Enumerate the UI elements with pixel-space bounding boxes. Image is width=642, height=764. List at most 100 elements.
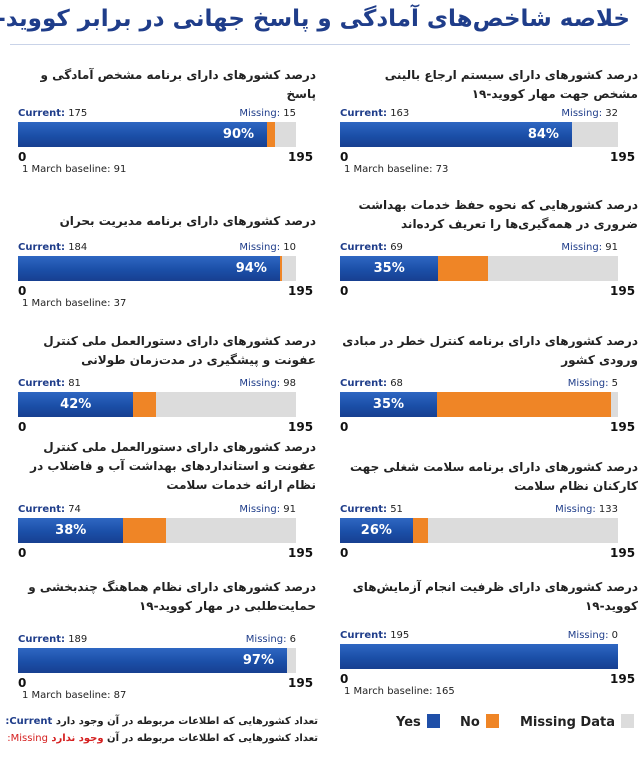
bar-segment-yes (18, 256, 281, 281)
axis-max-label: 195 (610, 672, 636, 686)
missing-label: Missing: 0 (568, 630, 618, 642)
bar-segment-no (438, 256, 489, 281)
axis-min-label: 0 (340, 420, 349, 434)
bar-segment-yes (18, 648, 288, 673)
stacked-bar: 26% (340, 518, 618, 543)
missing-label: Missing: 91 (239, 504, 296, 516)
current-value: 69 (387, 242, 403, 253)
current-label: Current: 175 (18, 108, 87, 120)
chart-title: درصد کشورهایی که نحوه حفظ خدمات بهداشت ض… (358, 198, 638, 231)
chart-title: درصد کشورهای دارای برنامه مشخص آمادگی و … (40, 68, 316, 101)
missing-label: Missing: 133 (555, 504, 618, 516)
bar-segment-no (412, 518, 429, 543)
percent-label: 84% (527, 127, 559, 142)
chart-panel-4: درصد کشورهایی که نحوه حفظ خدمات بهداشت ض… (340, 196, 638, 326)
axis-max-label: 195 (288, 420, 314, 434)
current-label: Current: 81 (18, 378, 81, 390)
missing-value: 15 (280, 108, 296, 119)
title-divider (10, 44, 630, 45)
baseline-label: 1 March baseline: 37 (22, 298, 127, 309)
chart-panel-5: درصد کشورهای دارای دستورالعمل ملی کنترل … (18, 332, 316, 462)
chart-panel-1: درصد کشورهای دارای برنامه مشخص آمادگی و … (18, 66, 316, 196)
stacked-bar: 90% (18, 122, 296, 147)
legend-missing-label: Missing Data (520, 715, 615, 730)
note-missing-text: تعداد کشورهایی که اطلاعات مربوطه در آن (103, 733, 318, 744)
chart-panel-6: درصد کشورهای دارای برنامه کنترل خطر در م… (340, 332, 638, 462)
missing-value: 5 (608, 378, 618, 389)
current-key: Current: (340, 630, 388, 641)
percent-label: 90% (222, 127, 255, 142)
bar-segment-yes (18, 392, 134, 417)
stacked-bar: 35% (340, 256, 618, 281)
chart-panel-7: درصد کشورهای دارای دستورالعمل ملی کنترل … (18, 438, 316, 568)
missing-label: Missing: 10 (239, 242, 296, 254)
axis-min-label: 0 (18, 546, 27, 560)
chart-title: درصد کشورهای دارای دستورالعمل ملی کنترل … (30, 440, 316, 492)
current-label: Current: 69 (340, 242, 403, 254)
bar-segment-yes (340, 518, 413, 543)
baseline-label: 1 March baseline: 91 (22, 164, 127, 175)
missing-value: 133 (595, 504, 618, 515)
stacked-bar: 84% (340, 122, 618, 147)
missing-value: 98 (280, 378, 296, 389)
chart-title: درصد کشورهای دارای برنامه سلامت شغلی جهت… (349, 460, 638, 493)
missing-key: Missing: (567, 378, 609, 389)
legend-yes-swatch (426, 714, 440, 728)
axis-min-label: 0 (18, 284, 27, 298)
current-value: 163 (387, 108, 410, 119)
current-label: Current: 189 (18, 634, 87, 646)
bar-segment-yes (340, 122, 573, 147)
chart-title: درصد کشورهای دارای دستورالعمل ملی کنترل … (43, 334, 316, 367)
stacked-bar: 42% (18, 392, 296, 417)
current-key: Current: (18, 378, 66, 389)
chart-panel-10: درصد کشورهای دارای ظرفیت انجام آزمایش‌ها… (340, 578, 638, 708)
axis-min-label: 0 (340, 150, 349, 164)
missing-label: Missing: 5 (568, 378, 618, 390)
missing-key: Missing: (561, 242, 603, 253)
missing-value: 10 (280, 242, 296, 253)
legend-notes: تعداد کشورهایی که اطلاعات مربوطه در آن و… (5, 713, 318, 747)
percent-label: 42% (60, 397, 92, 412)
axis-min-label: 0 (340, 546, 349, 560)
note-missing-key: Missing: (7, 733, 48, 744)
legend-missing-swatch (620, 714, 634, 728)
bar-segment-no (436, 392, 611, 417)
note-current-key: Current: (5, 716, 53, 727)
axis-max-label: 195 (288, 284, 314, 298)
current-value: 81 (65, 378, 81, 389)
legend-yes-label: Yes (396, 715, 421, 730)
current-label: Current: 74 (18, 504, 81, 516)
current-key: Current: (18, 504, 66, 515)
percent-label: 38% (55, 523, 87, 538)
page-title: خلاصه شاخص‌های آمادگی و پاسخ جهانی در بر… (0, 6, 630, 32)
stacked-bar: 38% (18, 518, 296, 543)
bar-segment-no (123, 518, 167, 543)
missing-value: 32 (602, 108, 618, 119)
current-key: Current: (340, 504, 388, 515)
current-key: Current: (18, 108, 66, 119)
missing-key: Missing: (561, 108, 603, 119)
missing-key: Missing: (567, 630, 609, 641)
current-key: Current: (18, 242, 66, 253)
missing-value: 91 (602, 242, 618, 253)
percent-label: 97% (242, 653, 274, 668)
missing-value: 91 (280, 504, 296, 515)
stacked-bar: 97% (18, 648, 296, 673)
current-key: Current: (340, 378, 388, 389)
axis-min-label: 0 (340, 672, 349, 686)
note-current: تعداد کشورهایی که اطلاعات مربوطه در آن و… (5, 713, 318, 730)
current-label: Current: 68 (340, 378, 403, 390)
percent-label: 35% (372, 397, 405, 412)
current-label: Current: 163 (340, 108, 409, 120)
bar-segment-yes (340, 644, 618, 669)
current-label: Current: 184 (18, 242, 87, 254)
bar-segment-no (133, 392, 157, 417)
stacked-bar: 94% (18, 256, 296, 281)
chart-panel-8: درصد کشورهای دارای برنامه سلامت شغلی جهت… (340, 458, 638, 588)
percent-label: 35% (373, 261, 405, 276)
bar-segment-yes (340, 392, 437, 417)
missing-key: Missing: (239, 108, 281, 119)
baseline-label: 1 March baseline: 165 (344, 686, 455, 697)
note-missing: تعداد کشورهایی که اطلاعات مربوطه در آن و… (7, 730, 318, 747)
chart-panel-9: درصد کشورهای دارای نظام هماهنگ چندبخشی و… (18, 578, 316, 708)
